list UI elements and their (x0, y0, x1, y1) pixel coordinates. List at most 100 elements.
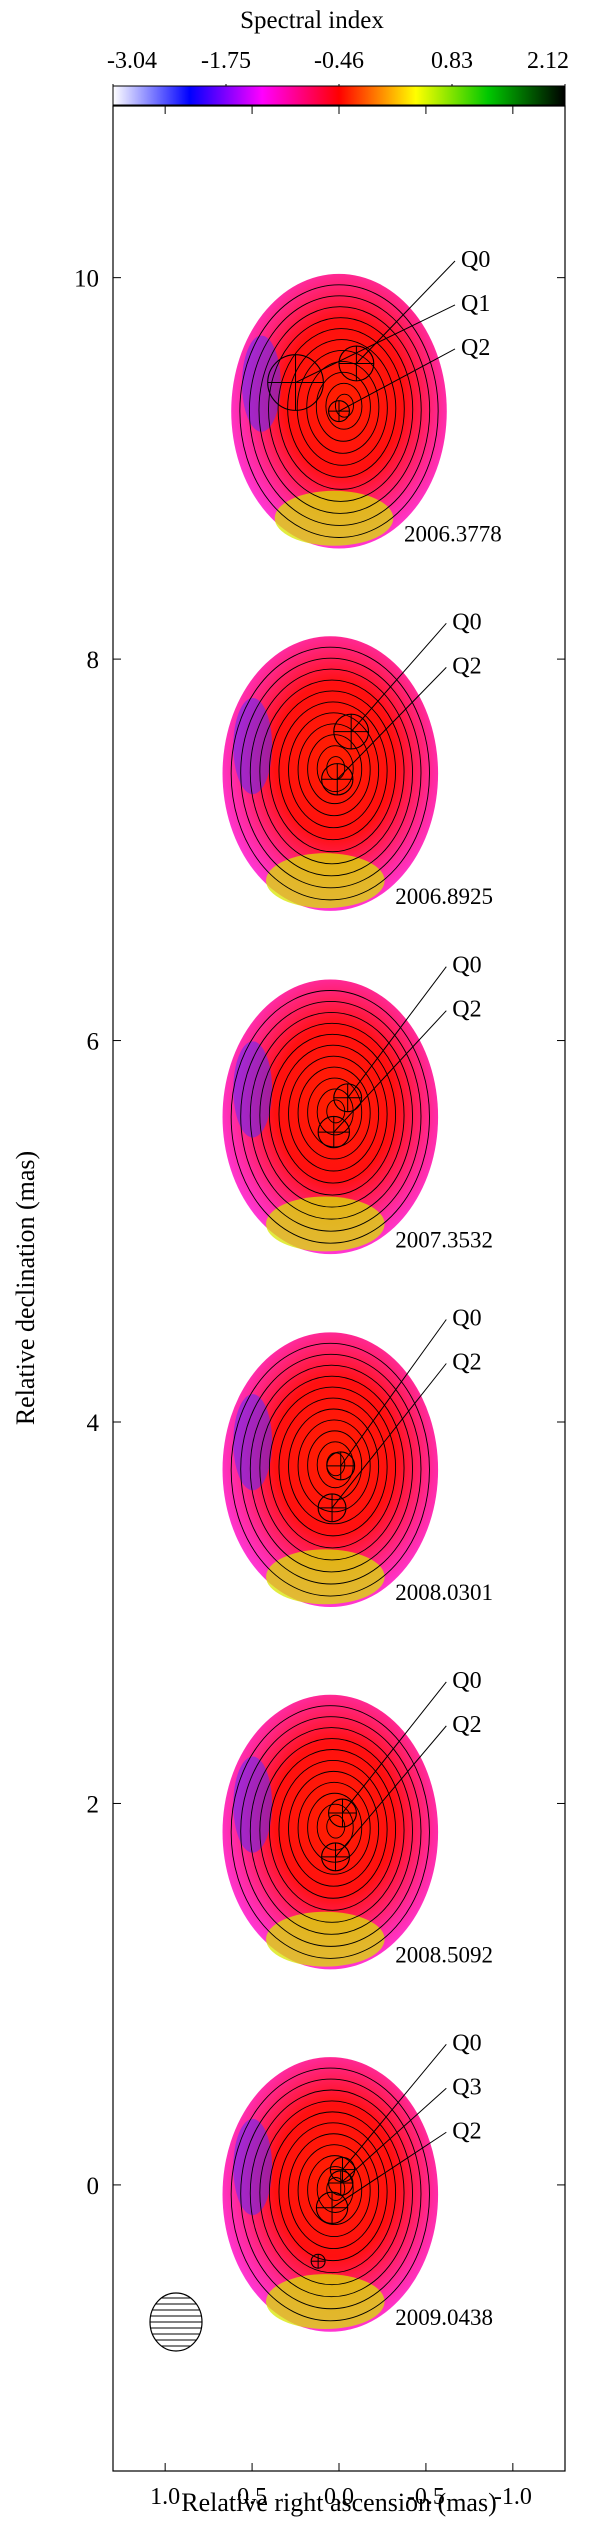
contour-line (288, 712, 380, 829)
contour-line (249, 1364, 413, 1573)
component-label: Q2 (452, 997, 481, 1023)
contour-line (277, 328, 405, 490)
contour-line (249, 2089, 413, 2298)
y-tick-label: 6 (87, 1029, 100, 1056)
y-tick-label: 8 (87, 647, 100, 674)
component-label: Q2 (452, 653, 481, 679)
epoch-label: 2006.8925 (395, 884, 493, 909)
y-axis-label: Relative declination (mas) (11, 1151, 40, 1425)
component-label: Q1 (461, 291, 490, 317)
contour-line (278, 701, 388, 841)
colorbar-gradient (112, 85, 566, 106)
contour-line (307, 1430, 363, 1501)
y-tick-label: 4 (87, 1410, 100, 1437)
contour-line (297, 723, 371, 817)
contour-line (268, 690, 397, 853)
contour-line (248, 295, 431, 526)
epoch-label: 2009.0438 (395, 2305, 493, 2330)
contour-line (230, 2067, 430, 2322)
contour-line (249, 668, 413, 877)
epoch-map: Q0 Q2 2007.3532 (222, 953, 493, 1255)
contour-line (240, 1716, 422, 1947)
contour-line (288, 1055, 380, 1172)
contour-line (297, 1066, 371, 1160)
component-leader-line (340, 1319, 447, 1467)
spectral-index-blob (222, 1694, 439, 1970)
spectral-index-blob (222, 636, 439, 911)
component-label: Q0 (461, 247, 490, 273)
component-label: Q2 (452, 1712, 481, 1738)
contour-line (278, 1044, 388, 1184)
contour-line (306, 360, 380, 454)
contour-line (259, 2100, 405, 2286)
contour-line (325, 382, 363, 430)
contour-line (259, 679, 405, 865)
component-leader-line (336, 667, 447, 780)
flat-spectrum-region (266, 853, 385, 909)
x-tick-label: 1.0 (150, 2484, 180, 2510)
contour-line (287, 339, 397, 478)
epoch-map: Q0 Q2 2006.8925 (222, 609, 493, 911)
contour-line (249, 1727, 413, 1935)
epoch-label: 2008.0301 (395, 1580, 493, 1605)
contour-line (316, 745, 354, 793)
contour-line (334, 393, 354, 418)
contour-line (288, 1408, 380, 1525)
contour-line (316, 1441, 354, 1489)
contour-line (240, 1353, 422, 1585)
component-leader-line (333, 1010, 447, 1133)
component-label: Q2 (461, 335, 490, 361)
contour-line (258, 306, 422, 514)
contour-line (288, 1770, 380, 1887)
contour-line (296, 350, 388, 466)
contour-line (230, 646, 430, 901)
y-tick-label: 10 (74, 266, 99, 293)
x-tick-label: -0.5 (407, 2484, 445, 2510)
flat-spectrum-region (266, 2274, 385, 2330)
flat-spectrum-region (266, 1549, 385, 1605)
colorbar-tick-label: -0.46 (314, 48, 364, 74)
epoch-label: 2007.3532 (395, 1227, 493, 1252)
contour-line (307, 734, 363, 805)
contour-line (230, 1342, 430, 1597)
epoch-map: Q0 Q2 2008.5092 (222, 1668, 493, 1970)
contour-line (268, 2111, 397, 2274)
epoch-label: 2008.5092 (395, 1943, 493, 1968)
epoch-map: Q0 Q1 Q2 2006.3778 (231, 247, 502, 549)
component-leader-line (331, 1363, 447, 1509)
contour-line (288, 2133, 380, 2250)
component-leader-line (347, 966, 447, 1099)
contour-line (268, 1749, 397, 1911)
component-label: Q0 (452, 953, 481, 979)
component-label: Q0 (452, 2030, 481, 2056)
contour-line (307, 1792, 363, 1863)
component-label: Q2 (452, 1350, 481, 1376)
contour-line (278, 1759, 388, 1899)
colorbar-tick-label: -3.04 (107, 48, 157, 74)
contour-line (240, 2078, 422, 2310)
contour-line (316, 2166, 354, 2213)
component-leader-line (295, 304, 456, 384)
epoch-maps: Q0 Q1 Q2 2006.3778 Q0 Q2 2006.8925 Q0 Q2 2007.353… (222, 247, 502, 2332)
contour-line (268, 1386, 397, 1549)
contour-line (316, 1088, 354, 1136)
contour-line (297, 1781, 371, 1875)
contour-line (297, 1419, 371, 1513)
contour-line (278, 1397, 388, 1537)
component-leader-line (340, 2087, 447, 2184)
flat-spectrum-region (274, 490, 394, 546)
component-leader-line (331, 2131, 447, 2209)
contour-line (240, 657, 422, 889)
component-label: Q0 (452, 609, 481, 635)
component-label: Q0 (452, 1306, 481, 1332)
contour-line (307, 2155, 363, 2225)
colorbar-tick-label: -1.75 (201, 48, 251, 74)
component-leader-line (350, 623, 447, 732)
contour-line (268, 317, 414, 502)
colorbar-tick-label: 0.83 (431, 48, 473, 74)
y-tick-label: 2 (87, 1791, 100, 1818)
flat-spectrum-region (266, 1196, 385, 1252)
contour-line (315, 371, 371, 442)
spectral-index-blob (222, 2057, 439, 2332)
